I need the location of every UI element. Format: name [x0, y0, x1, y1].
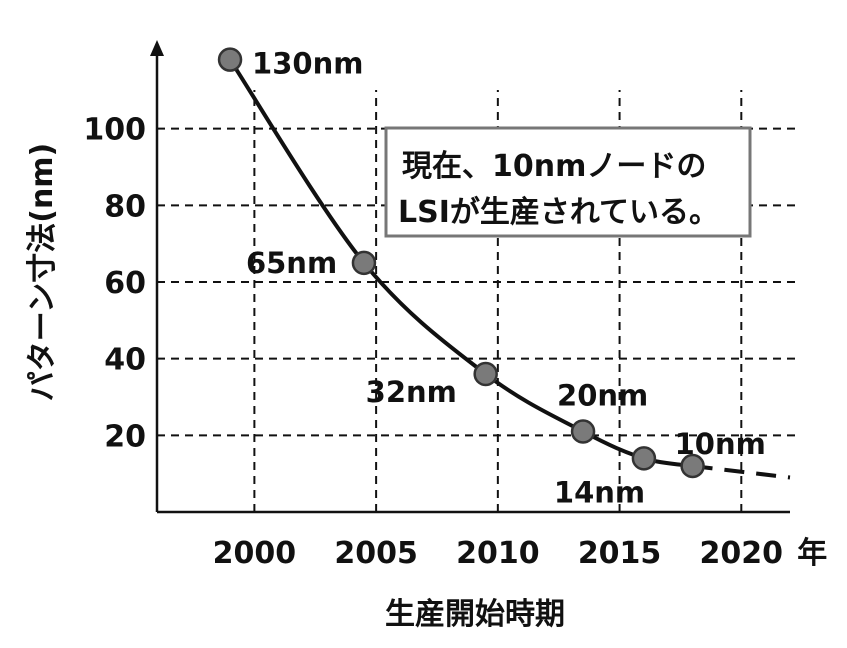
projection-line — [692, 464, 791, 480]
annotation-line-1: 現在、10nmノードの — [402, 149, 706, 184]
data-point — [680, 453, 705, 479]
y-tick-label: 20 — [104, 419, 146, 454]
y-tick-label: 60 — [104, 266, 146, 301]
data-point — [570, 419, 596, 444]
data-point — [631, 446, 657, 471]
x-unit-suffix: 年 — [797, 536, 827, 571]
y-tick-label: 40 — [104, 343, 146, 378]
data-point-label: 20nm — [557, 379, 648, 413]
x-tick-label: 2005 — [334, 536, 418, 571]
data-point-label: 10nm — [675, 427, 766, 461]
y-tick-label: 80 — [104, 189, 146, 224]
x-axis-label: 生産開始時期 — [385, 597, 565, 632]
data-point-label: 14nm — [554, 475, 645, 509]
x-tick-label: 2020 — [700, 536, 784, 571]
data-point — [473, 361, 498, 387]
data-points: 130nm 65nm 32nm 20nm 14nm 10nm — [217, 47, 766, 509]
axes — [150, 40, 790, 514]
y-axis-arrow — [150, 40, 164, 56]
data-point-label: 32nm — [366, 375, 457, 409]
y-axis-label: パターン寸法(nm) — [25, 143, 60, 402]
annotation-frame — [384, 126, 752, 238]
data-point — [217, 47, 243, 72]
annotation-box: 現在、10nmノードの LSIが生産されている。 — [384, 126, 752, 238]
x-tick-label: 2015 — [578, 536, 662, 571]
data-point — [351, 250, 377, 276]
y-tick-label: 100 — [83, 113, 146, 148]
x-tick-label: 2010 — [456, 536, 540, 571]
annotation-line-2: LSIが生産されている。 — [398, 195, 719, 230]
data-point-label: 65nm — [246, 246, 337, 280]
x-tick-label: 2000 — [213, 536, 297, 571]
data-point-label: 130nm — [252, 47, 363, 81]
